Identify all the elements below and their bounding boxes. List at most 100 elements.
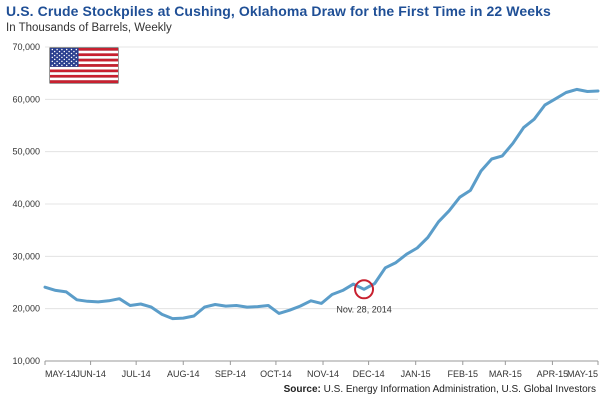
flag-star <box>65 64 68 67</box>
x-tick-label: SEP-14 <box>215 369 246 379</box>
flag-star <box>58 62 61 65</box>
flag-star <box>75 60 78 63</box>
flag-star <box>68 54 70 57</box>
data-point <box>161 313 163 315</box>
flag-stripe <box>50 53 118 57</box>
flag-star <box>56 60 58 63</box>
data-point <box>320 302 322 304</box>
y-tick-label: 20,000 <box>12 304 40 314</box>
data-point <box>437 221 439 223</box>
data-point <box>310 300 312 302</box>
data-point <box>427 236 429 238</box>
data-point <box>597 90 599 92</box>
y-tick-label: 50,000 <box>12 147 40 157</box>
y-tick-label: 40,000 <box>12 199 40 209</box>
data-point <box>512 142 514 144</box>
flag-stripe <box>50 80 118 84</box>
flag-star <box>75 56 78 59</box>
data-point <box>469 189 471 191</box>
annotation-label: Nov. 28, 2014 <box>336 304 391 314</box>
flag-stripe <box>50 66 118 70</box>
data-point <box>565 91 567 93</box>
data-point <box>150 306 152 308</box>
series-line <box>43 87 600 321</box>
flag-star <box>56 64 58 67</box>
data-point <box>299 305 301 307</box>
annotation-marker <box>354 279 375 300</box>
x-tick-label: OCT-14 <box>260 369 292 379</box>
data-point <box>501 155 503 157</box>
y-tick-label: 60,000 <box>12 94 40 104</box>
data-point <box>342 289 344 291</box>
flag-stripe <box>50 48 118 51</box>
flag-canton <box>50 48 79 67</box>
data-point <box>171 317 173 319</box>
x-tick-label: AUG-14 <box>167 369 200 379</box>
data-point <box>193 315 195 317</box>
flag-star <box>53 62 56 65</box>
data-point <box>203 306 205 308</box>
data-point <box>480 170 482 172</box>
flag-star <box>61 48 63 51</box>
flag-star <box>75 64 78 67</box>
data-point <box>416 247 418 249</box>
flag-star <box>70 56 73 59</box>
flag-star <box>65 60 68 63</box>
x-tick-label: APR-15 <box>537 369 569 379</box>
data-point <box>267 304 269 306</box>
flag-star <box>53 54 56 57</box>
source-label: Source: <box>283 384 321 395</box>
data-point <box>246 306 248 308</box>
flag-star <box>70 52 73 55</box>
flag-stripe <box>50 77 118 81</box>
data-point <box>129 304 131 306</box>
x-tick-label: JUN-14 <box>75 369 106 379</box>
y-tick-label: 30,000 <box>12 251 40 261</box>
flag-star <box>51 52 54 55</box>
x-tick-label: NOV-14 <box>307 369 339 379</box>
flag-star <box>61 64 63 67</box>
flag-stripe <box>50 56 118 59</box>
flag-star <box>51 60 54 63</box>
flag-star <box>56 56 58 59</box>
flag-star <box>75 52 78 55</box>
data-point <box>65 291 67 293</box>
y-gridlines <box>45 46 598 362</box>
flag-star <box>56 48 58 51</box>
flag-star <box>63 54 66 57</box>
flag-star <box>61 56 63 59</box>
flag-star <box>70 48 73 51</box>
data-point <box>384 267 386 269</box>
data-point <box>140 303 142 305</box>
x-tick-label: JUL-14 <box>122 369 151 379</box>
annotation-layer: Nov. 28, 2014 <box>336 279 392 314</box>
data-point <box>352 283 354 285</box>
flag-star <box>56 52 58 55</box>
data-point <box>331 293 333 295</box>
data-point <box>214 303 216 305</box>
flag-star <box>65 48 68 51</box>
flag-star <box>51 64 54 67</box>
flag-star <box>53 50 56 53</box>
y-tick-label: 70,000 <box>12 42 40 52</box>
data-point <box>76 299 78 301</box>
flag-star <box>73 54 75 57</box>
x-tick-label: MAR-15 <box>489 369 522 379</box>
flag-star <box>70 60 73 63</box>
flag-star <box>75 48 78 51</box>
flag-star <box>68 50 70 53</box>
flag-stripe <box>50 64 118 67</box>
flag-stripe <box>50 69 118 73</box>
data-point <box>395 261 397 263</box>
flag-stripe <box>50 72 118 75</box>
data-point <box>182 317 184 319</box>
data-point <box>373 282 375 284</box>
flag-star <box>61 52 63 55</box>
data-point <box>225 305 227 307</box>
flag-star <box>53 58 56 61</box>
x-tick-label: MAY-15 <box>567 369 598 379</box>
flag-star <box>65 52 68 55</box>
data-point <box>118 298 120 300</box>
flag-stripe <box>50 74 118 78</box>
flag-star <box>70 64 73 67</box>
